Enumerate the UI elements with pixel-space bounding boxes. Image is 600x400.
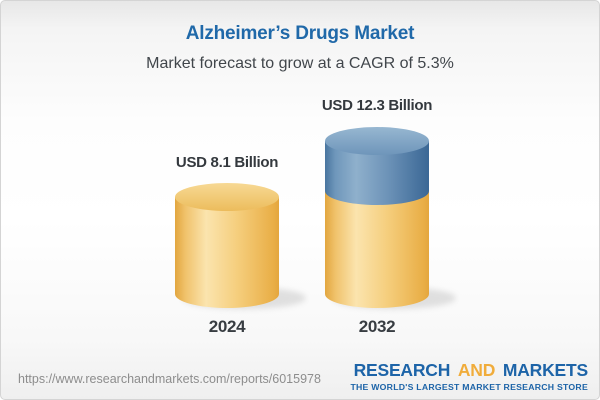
cylinder-2024-body xyxy=(175,197,279,294)
logo-tagline: THE WORLD'S LARGEST MARKET RESEARCH STOR… xyxy=(350,381,588,392)
research-and-markets-logo: RESEARCH AND MARKETS THE WORLD'S LARGEST… xyxy=(350,360,589,392)
logo-word-and: AND xyxy=(457,360,496,380)
value-label-2024: USD 8.1 Billion xyxy=(175,154,279,171)
report-url: https://www.researchandmarkets.com/repor… xyxy=(18,372,321,386)
chart-subtitle: Market forecast to grow at a CAGR of 5.3… xyxy=(146,55,454,72)
category-label-2024: 2024 xyxy=(208,317,246,336)
logo-word-research: RESEARCH xyxy=(353,360,451,380)
cylinder-bar-2032 xyxy=(325,127,429,308)
cylinder-2032-yellow-body xyxy=(325,191,429,294)
cylinder-bar-2024 xyxy=(175,183,279,308)
category-label-2032: 2032 xyxy=(358,317,396,336)
value-label-2032: USD 12.3 Billion xyxy=(321,97,433,114)
cylinder-2024-top-face xyxy=(175,183,279,211)
chart-title: Alzheimer’s Drugs Market xyxy=(185,23,415,44)
logo-word-markets: MARKETS xyxy=(502,360,588,380)
cylinder-2032-top-face xyxy=(325,127,429,155)
logo-wordmark: RESEARCH AND MARKETS xyxy=(350,360,589,380)
